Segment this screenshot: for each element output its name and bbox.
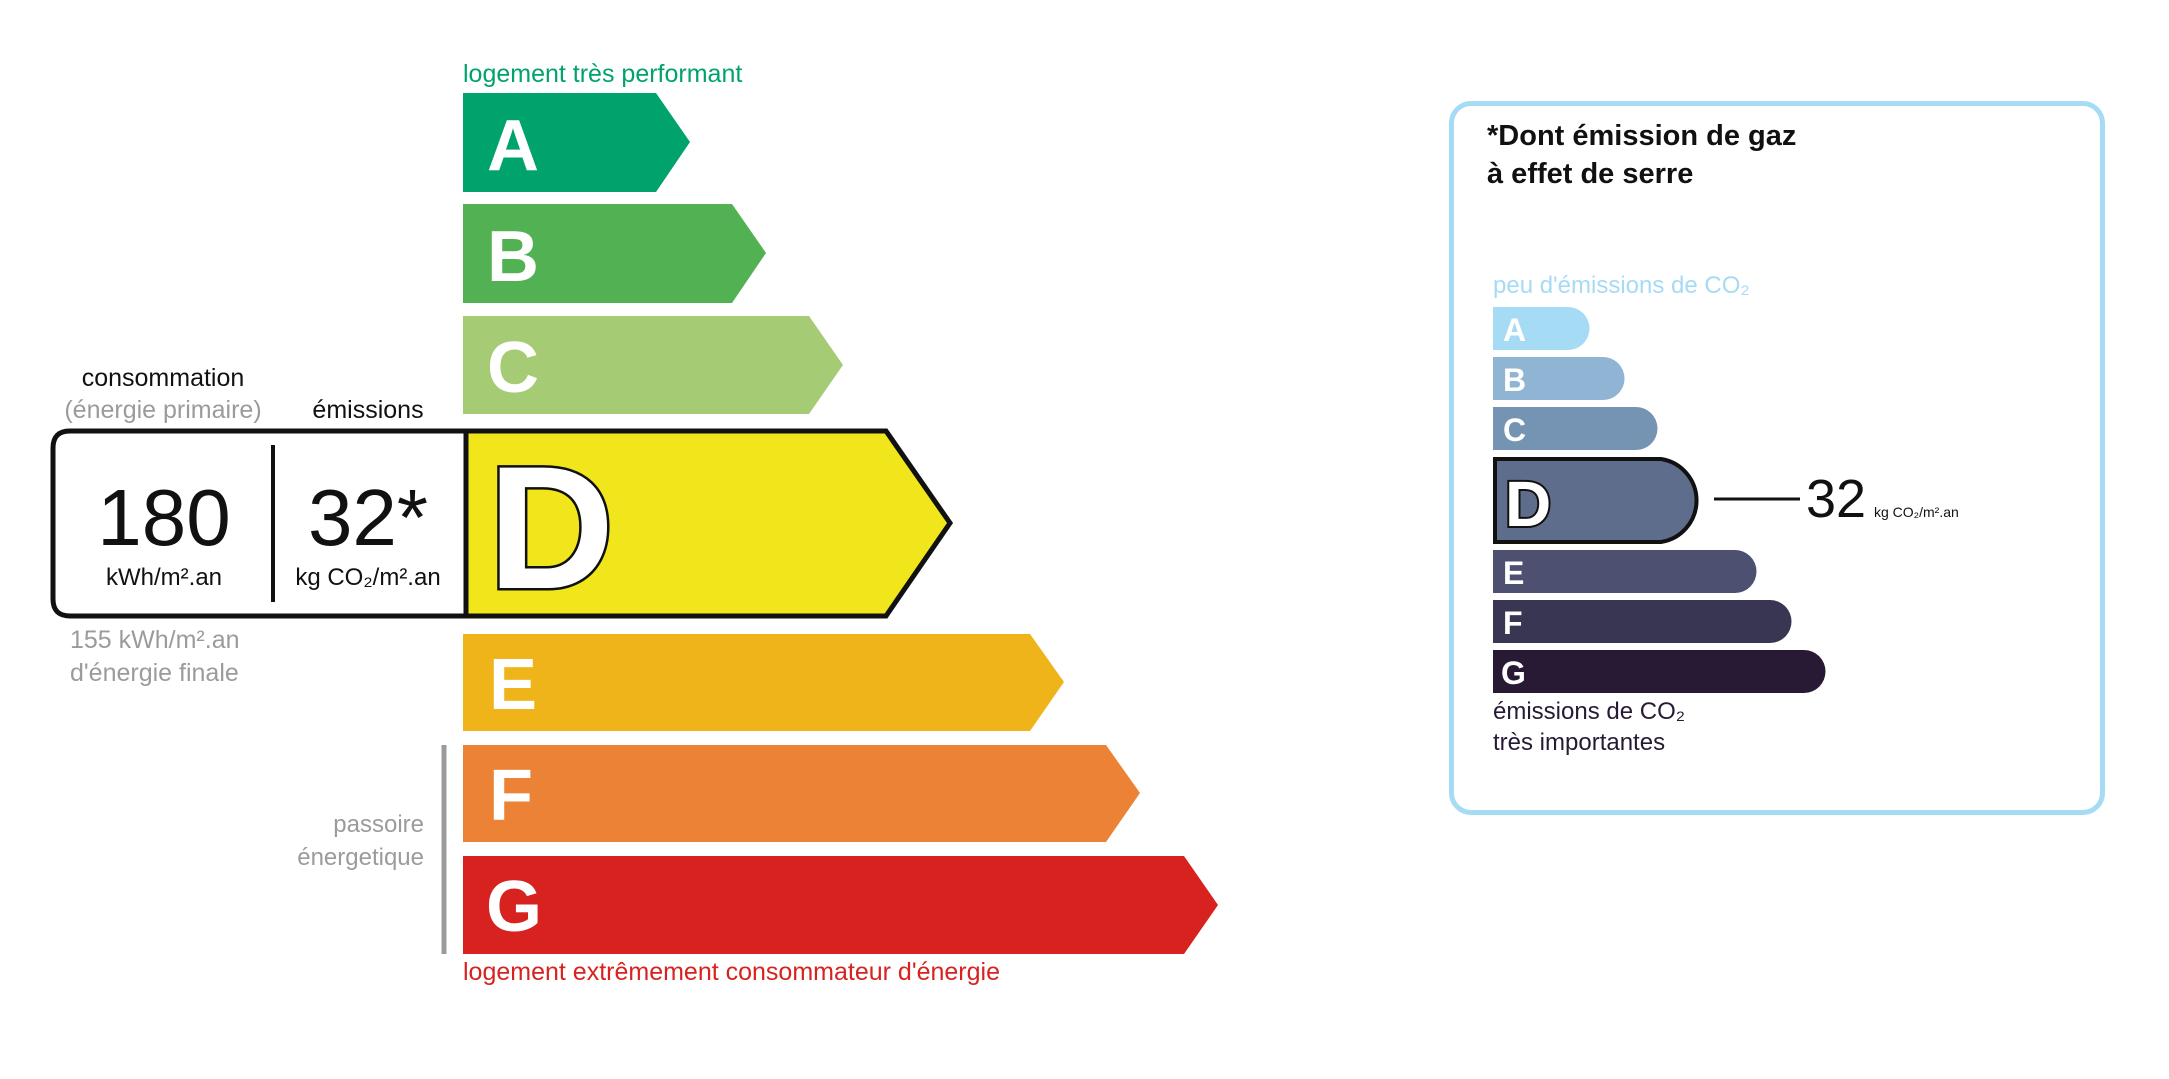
ghg-bottom-caption-2: très importantes [1493, 729, 1666, 756]
energy-bar-d [463, 428, 954, 619]
energy-letter-d: D [488, 431, 614, 626]
final-energy-caption: d'énergie finale [70, 659, 239, 687]
emissions-header: émissions [312, 396, 424, 424]
energy-value-box [50, 428, 469, 619]
consumption-header: consommation [81, 364, 245, 392]
emissions-value: 32* [307, 473, 429, 562]
ghg-title-2: à effet de serre [1487, 158, 1694, 190]
ghg-unit: kg CO₂/m².an [1874, 504, 1959, 520]
ghg-panel [1449, 101, 2105, 815]
energy-letter-f: F [489, 756, 533, 836]
ghg-letter-d: D [1505, 468, 1551, 540]
ghg-bar-e [1493, 550, 1757, 593]
ghg-letter-b: B [1503, 362, 1526, 398]
ghg-letter-e: E [1503, 555, 1524, 591]
energy-bar-e [463, 634, 1064, 731]
ghg-bar-c [1493, 407, 1658, 450]
energy-letter-g: G [486, 867, 542, 947]
ghg-bar-g [1493, 650, 1826, 693]
passoire-caption-1: passoire [333, 811, 424, 838]
ghg-bar-a [1493, 307, 1590, 350]
energy-letter-b: B [487, 217, 539, 297]
ghg-title-1: *Dont émission de gaz [1487, 120, 1797, 152]
ghg-bottom-caption-1: émissions de CO₂ [1493, 698, 1686, 725]
energy-bar-f [463, 745, 1140, 842]
ghg-bar-f [1493, 600, 1792, 643]
energy-letter-a: A [487, 106, 539, 186]
ghg-value: 32 [1806, 469, 1867, 529]
bottom-caption: logement extrêmement consommateur d'éner… [463, 958, 1000, 986]
ghg-letter-c: C [1503, 412, 1526, 448]
ghg-bar-d [1493, 457, 1699, 544]
passoire-caption-2: énergetique [297, 844, 424, 871]
ghg-letter-g: G [1501, 655, 1526, 691]
ghg-letter-f: F [1503, 605, 1523, 641]
ghg-bar-b [1493, 357, 1625, 400]
ghg-letter-a: A [1503, 312, 1526, 348]
consumption-subheader: (énergie primaire) [64, 396, 262, 424]
energy-letter-e: E [489, 645, 537, 725]
final-energy-value: 155 kWh/m².an [70, 626, 240, 654]
energy-bar-b [463, 204, 766, 303]
ghg-top-caption: peu d'émissions de CO₂ [1493, 272, 1750, 299]
consumption-unit: kWh/m².an [105, 564, 223, 591]
energy-bar-a [463, 93, 690, 192]
energy-bar-c [463, 316, 843, 414]
consumption-value: 180 [97, 473, 231, 562]
emissions-unit: kg CO₂/m².an [295, 564, 441, 591]
energy-letter-c: C [487, 328, 539, 408]
top-caption: logement très performant [463, 60, 743, 88]
energy-bar-g [463, 856, 1218, 954]
